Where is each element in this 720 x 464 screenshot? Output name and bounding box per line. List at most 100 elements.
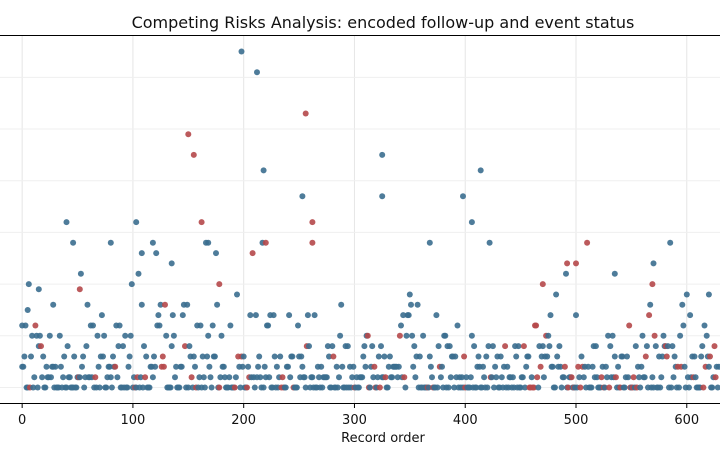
censored-point (683, 291, 690, 298)
censored-point (156, 322, 163, 329)
censored-point (664, 343, 671, 350)
censored-point (266, 374, 273, 381)
censored-point (344, 343, 351, 350)
censored-point (437, 374, 444, 381)
censored-point (73, 384, 80, 391)
censored-point (528, 374, 535, 381)
censored-point (34, 384, 41, 391)
censored-point (63, 384, 70, 391)
censored-point (621, 384, 628, 391)
censored-point (141, 343, 147, 350)
censored-point (52, 363, 59, 370)
censored-point (46, 332, 53, 339)
censored-point (178, 363, 185, 370)
censored-point (637, 384, 644, 391)
event-point (642, 353, 649, 360)
censored-point (384, 384, 391, 391)
censored-point (64, 343, 71, 350)
event-point (382, 374, 389, 381)
event-point (38, 343, 44, 350)
censored-point (261, 363, 268, 370)
x-tick-label: 200 (231, 413, 256, 428)
censored-point (256, 353, 263, 360)
censored-point (77, 270, 84, 277)
censored-point (669, 343, 676, 350)
censored-point (21, 353, 28, 360)
event-point (198, 219, 205, 226)
censored-point (334, 384, 341, 391)
censored-point (557, 363, 564, 370)
censored-point (481, 374, 488, 381)
event-point (92, 374, 99, 381)
x-tick-label: 100 (121, 413, 146, 428)
censored-point (35, 286, 42, 293)
censored-point (106, 363, 113, 370)
censored-point (287, 374, 294, 381)
x-tick-label: 600 (674, 413, 699, 428)
censored-point (205, 332, 212, 339)
event-point (309, 239, 316, 246)
censored-point (239, 363, 246, 370)
event-point (626, 322, 633, 329)
censored-point (254, 69, 260, 76)
event-point (160, 363, 167, 370)
censored-point (395, 363, 402, 370)
censored-point (135, 270, 142, 277)
censored-point (636, 374, 643, 381)
censored-point (206, 363, 213, 370)
censored-point (554, 353, 561, 360)
censored-point (338, 301, 345, 308)
censored-point (414, 301, 421, 308)
censored-point (217, 374, 224, 381)
event-point (309, 219, 316, 226)
censored-point (186, 343, 193, 350)
grid (0, 36, 720, 403)
censored-point (302, 384, 309, 391)
censored-point (329, 343, 336, 350)
censored-point (660, 332, 667, 339)
event-point (76, 286, 83, 293)
event-point (649, 281, 656, 288)
censored-point (374, 374, 381, 381)
censored-point (681, 363, 688, 370)
censored-point (57, 363, 64, 370)
censored-point (545, 332, 552, 339)
censored-point (285, 363, 291, 370)
censored-point (237, 384, 244, 391)
censored-point (381, 353, 388, 360)
event-point (533, 322, 540, 329)
censored-point (611, 353, 618, 360)
censored-point (619, 353, 626, 360)
censored-point (79, 363, 85, 370)
event-point (216, 281, 223, 288)
censored-point (473, 384, 480, 391)
censored-point (63, 219, 70, 226)
censored-point (96, 384, 103, 391)
censored-point (81, 384, 88, 391)
x-tick-label: 300 (342, 413, 367, 428)
censored-point (70, 239, 77, 246)
censored-point (558, 384, 565, 391)
event-point (162, 301, 168, 308)
censored-point (686, 384, 692, 391)
censored-point (460, 193, 466, 200)
chart-title: Competing Risks Analysis: encoded follow… (132, 13, 635, 32)
censored-point (152, 363, 159, 370)
censored-point (29, 332, 36, 339)
censored-point (677, 332, 684, 339)
censored-point (324, 343, 331, 350)
censored-point (602, 363, 609, 370)
censored-point (257, 374, 264, 381)
event-point (534, 374, 541, 381)
censored-point (76, 374, 83, 381)
censored-point (110, 353, 116, 360)
censored-point (544, 353, 551, 360)
censored-point (213, 250, 219, 257)
event-point (612, 374, 619, 381)
censored-point (260, 384, 267, 391)
event-point (231, 384, 238, 391)
data-points (19, 48, 720, 391)
censored-point (273, 363, 280, 370)
censored-point (475, 353, 482, 360)
